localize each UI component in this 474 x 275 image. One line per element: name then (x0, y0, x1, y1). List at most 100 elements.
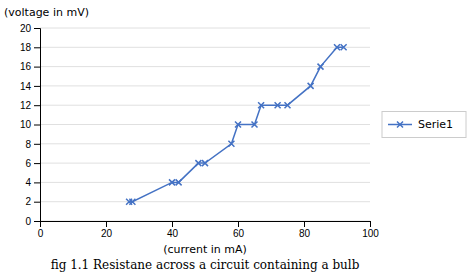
point-marker (169, 179, 175, 185)
point (195, 160, 201, 166)
x-axis-tick: 40 (167, 221, 179, 239)
x-axis-tick-mark (106, 221, 107, 227)
legend-frame (382, 112, 466, 138)
chart: 0 20 40 60 80 100 0 2 4 6 8 10 12 14 16 18 20 (current in… (0, 0, 474, 275)
x-axis-tick-mark (238, 221, 239, 227)
point-marker (129, 199, 135, 205)
y-axis-tick-mark (34, 163, 40, 164)
y-axis-tick: 20 (20, 23, 40, 34)
y-axis-tick: 10 (20, 119, 40, 130)
plot-area: 0 20 40 60 80 100 0 2 4 6 8 10 12 14 16 18 20 (20, 23, 379, 239)
grid-line (40, 143, 370, 144)
grid (40, 28, 370, 221)
point-marker (285, 102, 291, 108)
y-axis-tick-label: 16 (20, 61, 32, 72)
y-axis-tick: 4 (25, 177, 40, 188)
y-axis-tick-label: 18 (20, 42, 32, 53)
y-axis-line (34, 29, 41, 222)
point-marker (341, 44, 347, 50)
y-axis-tick-mark (34, 86, 40, 87)
x-axis-tick-mark (370, 221, 371, 227)
point (308, 83, 314, 89)
y-axis-tick: 0 (25, 216, 40, 227)
legend-label: Serie1 (418, 118, 453, 131)
legend-marker (397, 122, 403, 128)
y-axis-tick-mark (34, 47, 40, 48)
point (235, 122, 241, 128)
y-axis-tick-label: 0 (25, 216, 31, 227)
y-axis-tick-mark (34, 202, 40, 203)
series-line (129, 47, 344, 201)
legend-item: Serie1 (388, 118, 453, 131)
y-axis-tick-label: 8 (25, 139, 31, 150)
point (341, 44, 347, 50)
point-marker (176, 179, 182, 185)
point-marker (258, 102, 264, 108)
x-axis: 0 20 40 60 80 100 (38, 221, 380, 239)
y-axis-tick-label: 4 (25, 177, 31, 188)
y-axis-tick-mark (34, 144, 40, 145)
point (275, 102, 281, 108)
grid-line (40, 182, 370, 183)
point (228, 141, 234, 147)
point (129, 199, 135, 205)
x-axis-tick: 100 (362, 221, 379, 239)
y-axis-tick: 14 (20, 81, 40, 92)
y-axis-tick-label: 6 (25, 158, 31, 169)
point-marker (228, 141, 234, 147)
point (318, 64, 324, 70)
point (176, 179, 182, 185)
point-marker (275, 102, 281, 108)
y-axis-tick-label: 14 (20, 81, 32, 92)
y-axis-tick-mark (34, 221, 40, 222)
grid-line (40, 124, 370, 125)
x-axis-tick-label: 0 (38, 228, 44, 239)
y-axis-tick-label: 12 (20, 100, 32, 111)
y-axis-tick-label: 10 (20, 119, 32, 130)
point (285, 102, 291, 108)
y-axis-tick: 2 (25, 196, 40, 207)
grid-line (40, 85, 370, 86)
point-marker (334, 44, 340, 50)
y-axis-tick: 8 (25, 139, 40, 150)
y-axis-tick: 16 (20, 61, 40, 72)
x-axis-line (41, 222, 371, 228)
point-marker (195, 160, 201, 166)
point-marker (235, 122, 241, 128)
x-axis-title: (current in mA) (163, 243, 247, 256)
y-axis-tick: 12 (20, 100, 40, 111)
y-axis-tick: 6 (25, 158, 40, 169)
x-axis-tick-mark (304, 221, 305, 227)
y-axis-tick: 18 (20, 42, 40, 53)
legend: Serie1 (382, 112, 466, 138)
grid-line (40, 105, 370, 106)
x-axis-tick-mark (172, 221, 173, 227)
point-marker (308, 83, 314, 89)
grid-line (40, 28, 370, 29)
x-axis-tick-label: 100 (362, 228, 379, 239)
y-axis-tick-label: 2 (25, 196, 31, 207)
y-axis-tick-mark (34, 28, 40, 29)
x-axis-tick: 0 (38, 221, 44, 239)
point-marker (318, 64, 324, 70)
x-axis-tick-label: 80 (299, 228, 311, 239)
legend-marker-shape (397, 122, 403, 128)
y-axis-tick-mark (34, 125, 40, 126)
point-marker (202, 160, 208, 166)
y-axis-title: (voltage in mV) (4, 6, 89, 19)
point (258, 102, 264, 108)
x-axis-tick-label: 60 (233, 228, 245, 239)
point (334, 44, 340, 50)
x-axis-tick: 80 (299, 221, 311, 239)
grid-line (40, 47, 370, 48)
y-axis: 0 2 4 6 8 10 12 14 16 18 20 (20, 23, 41, 227)
x-axis-tick-label: 40 (167, 228, 179, 239)
point (252, 122, 258, 128)
point (169, 179, 175, 185)
point (202, 160, 208, 166)
x-axis-tick: 60 (233, 221, 245, 239)
marks (126, 44, 347, 204)
x-axis-tick: 20 (101, 221, 113, 239)
grid-line (40, 201, 370, 202)
y-axis-tick-label: 20 (20, 23, 32, 34)
